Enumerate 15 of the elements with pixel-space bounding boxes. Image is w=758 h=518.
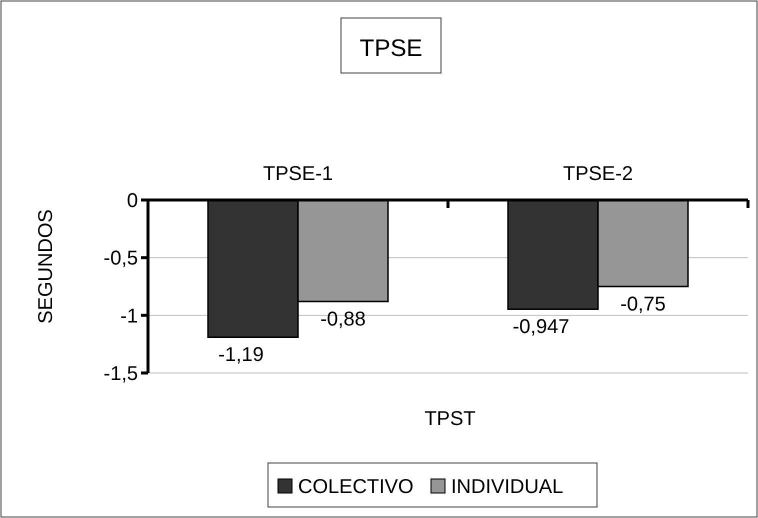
data-label: -0,75 [620,294,666,316]
data-label: -0,947 [512,316,570,338]
y-tick-label: -1,5 [104,363,138,385]
x-tick-label: TPSE-2 [562,163,634,185]
y-axis-title: SEGUNDOS [35,209,57,324]
x-tick-label: TPSE-1 [262,163,334,185]
x-axis-title: TPST [424,408,476,430]
y-tick-label: -1 [120,305,138,328]
chart-title: TPSE [360,35,422,62]
y-tick-label: 0 [126,190,138,212]
legend-label: COLECTIVO [298,476,414,498]
legend-label: INDIVIDUAL [451,476,564,498]
data-label: -0,88 [320,308,366,330]
data-label: -1,19 [218,344,264,366]
y-tick-label: -0,5 [104,248,138,270]
